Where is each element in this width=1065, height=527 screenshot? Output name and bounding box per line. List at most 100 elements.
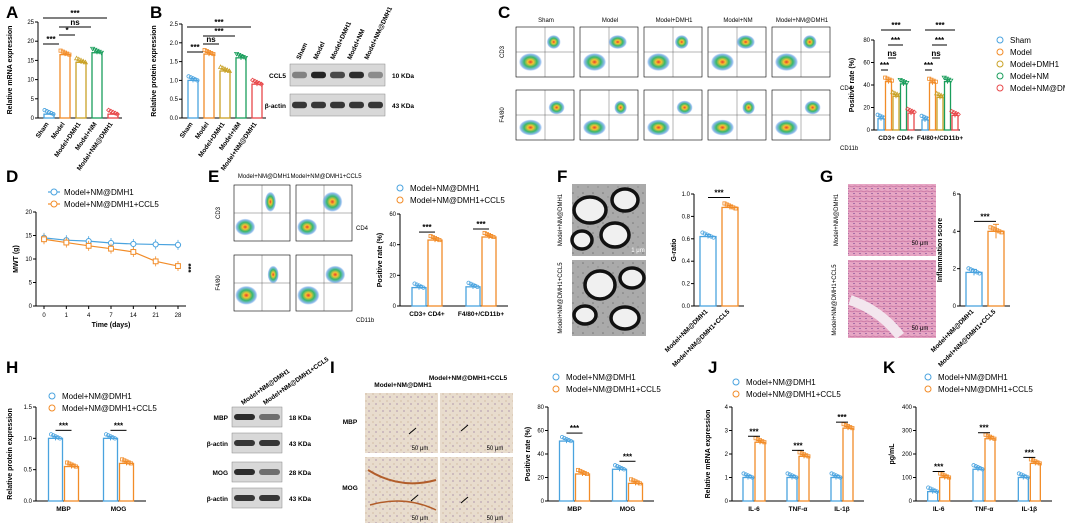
image-row-label-I: MOG — [342, 485, 358, 492]
y-tick-label: 15 — [27, 58, 34, 64]
y-tick-label: 0.0 — [682, 304, 691, 310]
legend-marker — [732, 378, 740, 386]
bar-I — [574, 473, 591, 502]
bar-I — [627, 482, 644, 502]
myelinated-axon — [583, 269, 617, 301]
point-B — [222, 66, 228, 71]
blot-H-band — [259, 414, 280, 420]
point-G — [988, 225, 993, 230]
x-tick-label-E: F4/80+/CD11b+ — [458, 311, 504, 318]
cell-cluster — [548, 100, 565, 115]
y-axis-label: G-ratio — [671, 239, 678, 262]
flow-x-label-E: CD11b — [356, 318, 375, 324]
point-E — [414, 282, 419, 287]
legend-J-label: Model+NM@DMH1+CCL5 — [746, 390, 841, 399]
point-C — [892, 90, 898, 96]
y-axis-label: Positive rate (%) — [377, 233, 384, 287]
point-A — [63, 50, 68, 55]
flow-x-label-C: CD11b — [840, 146, 859, 152]
point-H — [120, 457, 125, 462]
significance-label: *** — [891, 21, 901, 30]
ihc-fiber — [367, 469, 437, 485]
point-E — [482, 230, 487, 235]
y-tick-label: 5 — [31, 97, 35, 103]
y-tick-label: 0.0 — [24, 499, 33, 505]
y-tick-label: 40 — [389, 243, 396, 249]
blot-H-frame — [231, 432, 283, 454]
y-tick-label: 100 — [902, 476, 913, 482]
point-I — [633, 479, 638, 484]
point-A — [78, 57, 84, 63]
point-I — [617, 465, 622, 470]
point-H — [65, 460, 70, 465]
y-tick-label: 60 — [863, 61, 870, 67]
y-axis-label: pg/mL — [889, 443, 896, 465]
point-C — [921, 114, 927, 119]
blot-B-band — [368, 101, 383, 109]
point-C — [879, 114, 885, 119]
y-tick-label: 0.6 — [682, 237, 691, 243]
point-I — [578, 468, 583, 473]
legend-marker — [50, 188, 58, 196]
point-E — [421, 285, 426, 290]
point-E — [412, 281, 417, 286]
bar-H — [63, 465, 80, 502]
legend-C-label: Model+NM — [1010, 72, 1049, 81]
significance-label: *** — [190, 43, 200, 52]
image-row-label-G: Model+NM@DMH1 — [834, 193, 840, 246]
point-A — [46, 110, 52, 115]
blot-H-band — [234, 469, 255, 475]
y-axis-label: Relative protein expression — [151, 25, 158, 116]
bar-J — [830, 476, 842, 502]
point-K — [978, 466, 983, 471]
point-J — [829, 471, 834, 476]
point-I — [576, 467, 581, 472]
point-K — [983, 432, 988, 437]
point-B — [217, 64, 224, 69]
significance-label: ns — [206, 35, 216, 44]
legend-marker — [996, 72, 1004, 80]
point-I — [580, 469, 585, 474]
y-tick-label: 2 — [725, 452, 729, 458]
cell-cluster — [614, 100, 627, 115]
flow-group-label-C: Model+NM@DMH1 — [776, 18, 829, 24]
point-J — [833, 473, 839, 478]
blot-row-label-B: CCL5 — [269, 73, 286, 80]
point-F — [729, 204, 734, 209]
blot-row-label-H: MBP — [214, 415, 229, 422]
point-H — [108, 434, 113, 439]
point-F — [722, 201, 727, 206]
point-K — [1028, 457, 1033, 462]
blot-H-frame — [231, 461, 283, 483]
point-C — [877, 113, 883, 118]
blot-H-band — [234, 414, 255, 420]
legend-C-label: Model — [1010, 48, 1032, 57]
y-tick-label: 0 — [541, 499, 545, 505]
y-tick-label: 20 — [537, 476, 544, 482]
point-B — [211, 52, 216, 57]
point-H — [71, 463, 76, 468]
point-C — [948, 78, 954, 84]
point-K — [990, 435, 995, 440]
point-B — [242, 55, 249, 61]
y-tick-label: 20 — [25, 210, 32, 216]
point-C — [887, 77, 892, 82]
point-K — [1025, 475, 1030, 480]
point-G — [992, 227, 997, 232]
y-axis-label: MWT (g) — [13, 245, 20, 273]
bar-F — [721, 206, 739, 307]
point-G — [968, 267, 973, 272]
point-J — [750, 475, 755, 480]
y-tick-label: 0.8 — [682, 214, 691, 220]
image-row-label-F: Model+NM@DMH1+CCL5 — [558, 262, 564, 334]
cell-cluster — [546, 35, 561, 49]
point-F — [706, 233, 712, 238]
point-K — [930, 487, 935, 492]
panel-letter-B: B — [150, 3, 162, 22]
bar-H — [102, 437, 119, 502]
blot-row-label-H: β-actin — [207, 441, 228, 448]
scale-bar-label-I: 50 μm — [487, 516, 504, 522]
point-F — [724, 202, 729, 207]
point-J — [787, 472, 792, 477]
cell-cluster — [608, 35, 627, 49]
